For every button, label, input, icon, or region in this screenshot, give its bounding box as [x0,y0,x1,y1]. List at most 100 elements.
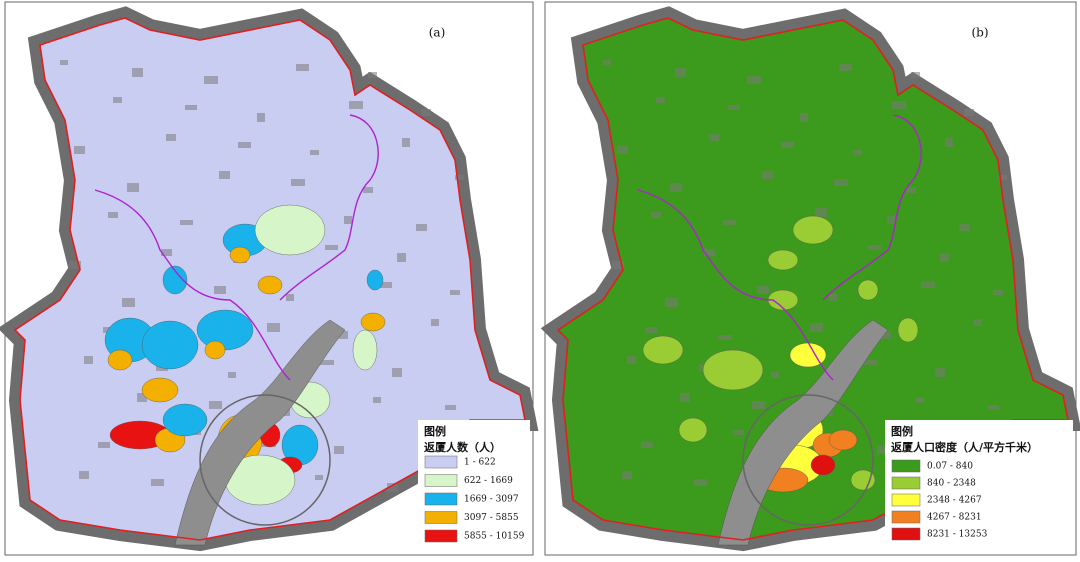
legend-title: 图例 [424,424,446,438]
relief-patch [704,249,715,256]
panel-label: (b) [971,26,988,40]
relief-patch [964,109,974,116]
relief-patch [166,134,176,141]
relief-patch [185,105,197,110]
relief-patch [627,356,636,364]
district [810,454,836,476]
relief-patch [431,319,439,326]
relief-patch [315,475,323,480]
relief-patch [771,372,779,378]
district [204,340,226,360]
relief-patch [877,446,887,454]
relief-patch [723,220,736,225]
district [857,279,879,301]
district [360,312,386,332]
relief-patch [363,187,373,193]
relief-patch [906,187,916,193]
legend-subtitle: 返厦人口密度（人/平方千米） [891,440,1038,454]
legend-swatch [424,529,458,543]
district [897,317,919,343]
relief-patch [151,479,164,486]
district [850,469,876,491]
district [366,269,384,291]
legend-title: 图例 [891,424,913,438]
legend-swatch [891,493,921,507]
relief-patch [752,401,765,409]
relief-patch [762,171,773,179]
relief-patch [127,183,139,192]
relief-patch [445,405,456,410]
relief-patch [617,146,628,154]
legend-subtitle: 返厦人数（人） [424,440,501,454]
relief-patch [455,175,464,180]
district [162,265,188,295]
relief-patch [641,442,653,448]
relief-patch [421,109,431,116]
district [107,349,133,371]
district [642,335,684,365]
relief-patch [180,220,193,225]
relief-patch [815,208,827,217]
legend-swatch [891,459,921,473]
city-boundary [742,394,874,526]
relief-patch [113,97,122,103]
relief-patch [646,327,657,333]
relief-patch [344,216,352,224]
relief-patch [839,64,852,71]
legend-label: 8231 - 13253 [927,530,988,540]
legend-label: 1669 - 3097 [464,495,519,505]
relief-patch [988,405,999,410]
legend-swatch [891,510,921,524]
district [162,403,208,437]
relief-patch [214,286,226,294]
relief-patch [834,179,848,186]
district [257,275,283,295]
relief-patch [98,442,110,448]
relief-patch [665,298,678,307]
relief-patch [392,368,402,377]
relief-patch [296,64,309,71]
relief-patch [622,471,632,479]
legend-label: 1 - 622 [464,458,496,468]
relief-patch [916,397,924,403]
relief-patch [998,175,1007,180]
relief-patch [733,430,744,435]
relief-patch [974,319,982,326]
relief-patch [219,171,230,179]
district [678,417,708,443]
relief-patch [781,142,794,148]
relief-patch [291,179,305,186]
relief-patch [387,483,398,492]
legend-swatch [424,511,458,524]
relief-patch [945,138,953,147]
relief-patch [310,150,319,155]
relief-patch [892,101,906,109]
district [196,309,254,351]
relief-patch [209,401,222,409]
relief-patch [349,101,363,109]
relief-patch [161,249,172,256]
relief-patch [656,97,665,103]
relief-patch [339,331,348,339]
relief-patch [334,446,344,454]
legend-label: 4267 - 8231 [927,513,982,523]
relief-patch [651,212,661,218]
relief-patch [829,294,837,301]
relief-patch [868,245,881,250]
relief-patch [286,294,294,301]
legend-label: 622 - 1669 [464,476,513,486]
relief-patch [132,68,143,77]
relief-patch [680,393,690,402]
map [15,18,525,545]
relief-patch [718,335,732,340]
relief-patch [911,72,920,78]
relief-patch [450,290,460,295]
relief-patch [603,60,611,65]
relief-patch [228,372,236,378]
relief-patch [959,224,970,231]
legend-label: 0.07 - 840 [927,462,973,472]
relief-patch [60,60,68,65]
